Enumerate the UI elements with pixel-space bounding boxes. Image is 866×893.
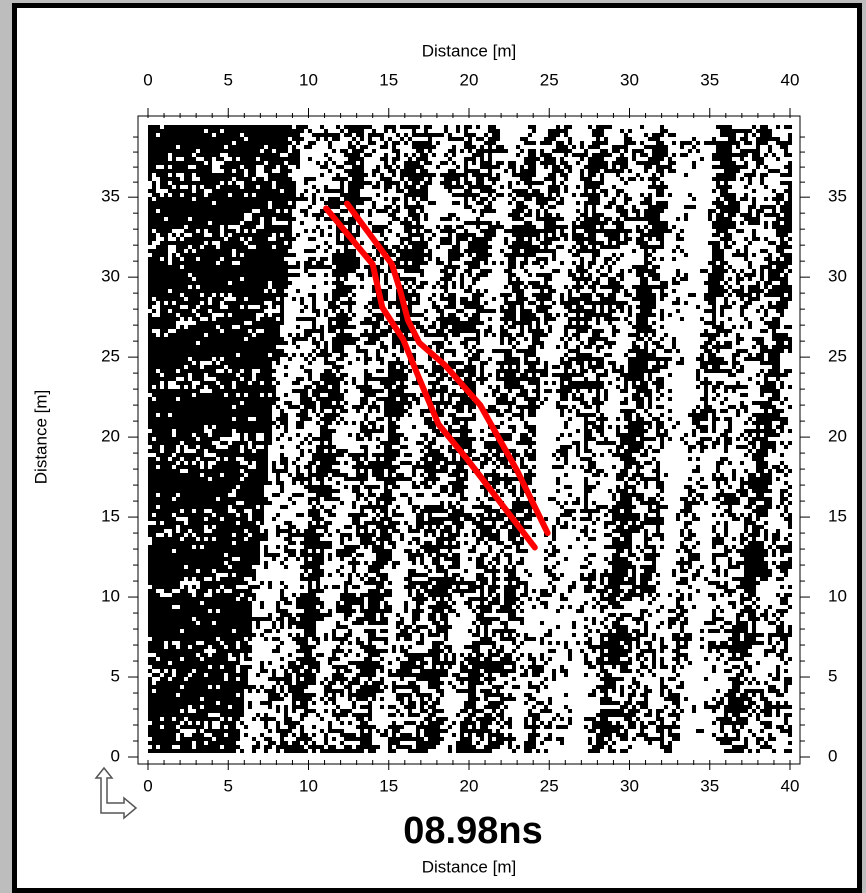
y-tick-label-right: 30: [828, 267, 847, 286]
y-tick-label-left: 35: [101, 187, 120, 206]
x-tick-label-bottom: 20: [460, 776, 479, 795]
x-tick-label-top: 35: [700, 70, 719, 89]
y-tick-label-right: 10: [828, 587, 847, 606]
y-tick-label-right: 5: [828, 667, 837, 686]
gpr-image: [148, 125, 792, 753]
x-tick-label-bottom: 35: [700, 776, 719, 795]
y-tick-label-left: 10: [101, 587, 120, 606]
x-tick-label-bottom: 25: [540, 776, 559, 795]
y-tick-label-left: 20: [101, 427, 120, 446]
y-tick-label-left: 5: [111, 667, 120, 686]
axis-arrows-icon: [94, 766, 138, 820]
x-tick-label-bottom: 30: [620, 776, 639, 795]
x-tick-label-bottom: 0: [143, 776, 152, 795]
y-tick-label-left: 30: [101, 267, 120, 286]
x-tick-label-top: 30: [620, 70, 639, 89]
x-tick-label-top: 0: [143, 70, 152, 89]
x-tick-label-top: 20: [460, 70, 479, 89]
x-axis-title-top: Distance [m]: [422, 41, 516, 60]
chart-title: 08.98ns: [403, 810, 542, 852]
y-tick-label-right: 20: [828, 427, 847, 446]
y-axis-title: Distance [m]: [31, 390, 50, 484]
y-tick-label-right: 35: [828, 187, 847, 206]
y-tick-label-right: 15: [828, 507, 847, 526]
x-tick-label-bottom: 10: [299, 776, 318, 795]
x-tick-label-top: 40: [781, 70, 800, 89]
x-tick-label-bottom: 15: [379, 776, 398, 795]
x-tick-label-top: 15: [379, 70, 398, 89]
interpreted-line: [323, 205, 538, 551]
x-axis-title-bottom: Distance [m]: [422, 857, 516, 876]
x-tick-label-top: 5: [224, 70, 233, 89]
y-tick-label-left: 15: [101, 507, 120, 526]
y-tick-label-right: 0: [828, 746, 837, 765]
x-tick-label-bottom: 5: [224, 776, 233, 795]
x-tick-label-top: 10: [299, 70, 318, 89]
y-tick-label-left: 25: [101, 347, 120, 366]
y-tick-label-left: 0: [111, 746, 120, 765]
x-tick-label-top: 25: [540, 70, 559, 89]
x-tick-label-bottom: 40: [781, 776, 800, 795]
y-tick-label-right: 25: [828, 347, 847, 366]
interpreted-line: [344, 200, 551, 537]
